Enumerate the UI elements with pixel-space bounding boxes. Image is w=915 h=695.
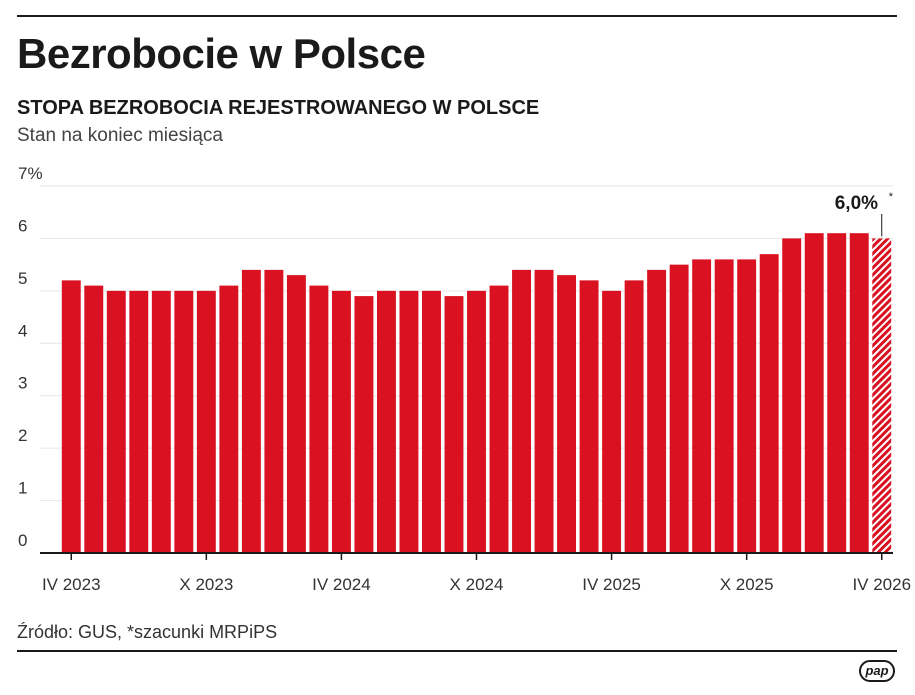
bar: [669, 264, 689, 553]
annotation-marker: *: [889, 191, 894, 203]
y-tick-label: 3: [18, 374, 27, 393]
bar: [219, 285, 239, 553]
bar: [827, 233, 847, 553]
chart-subtitle: STOPA BEZROBOCIA REJESTROWANEGO W POLSCE: [17, 97, 540, 119]
bar: [286, 275, 306, 553]
bar: [196, 290, 216, 553]
y-tick-label: 2: [18, 426, 27, 445]
bar: [714, 259, 734, 553]
bar: [467, 290, 486, 553]
bar: [849, 233, 869, 553]
x-tick-label: X 2025: [720, 575, 774, 594]
bar: [534, 269, 554, 553]
bar: [309, 285, 329, 553]
bar: [782, 238, 802, 553]
bar: [354, 296, 374, 553]
bar: [602, 290, 622, 553]
x-tick-label: IV 2025: [582, 575, 641, 594]
x-tick-label: IV 2026: [852, 575, 911, 594]
bar: [692, 259, 712, 553]
bar: [557, 275, 577, 553]
bar: [512, 269, 531, 553]
chart-note: Stan na koniec miesiąca: [17, 125, 223, 146]
y-tick-label: 4: [18, 321, 27, 340]
bar: [174, 290, 194, 553]
bar: [647, 269, 667, 553]
bar-chart: 0 1 2 3 4 5 6 7% IV 2023 X 2023 IV 2024 X 2024 IV 20…: [18, 164, 911, 594]
bar: [241, 269, 261, 553]
x-tick-label: X 2023: [179, 575, 233, 594]
bar: [84, 285, 104, 553]
bar: [759, 254, 779, 553]
bar: [489, 285, 509, 553]
pap-logo: pap: [859, 660, 895, 682]
bar: [422, 290, 441, 553]
x-tick-label: IV 2023: [42, 575, 101, 594]
x-tick-label: IV 2024: [312, 575, 371, 594]
bar: [399, 290, 419, 553]
y-tick-label: 7%: [18, 164, 43, 183]
bar: [61, 280, 81, 553]
bar: [804, 233, 824, 553]
y-tick-label: 0: [18, 531, 27, 550]
bar: [264, 269, 284, 553]
bar-estimate: [872, 238, 892, 553]
bar: [376, 290, 396, 553]
bottom-rule: [17, 650, 897, 652]
y-tick-label: 1: [18, 479, 27, 498]
y-tick-label: 5: [18, 269, 27, 288]
bar: [624, 280, 644, 553]
bar: [129, 290, 149, 553]
bar: [737, 259, 757, 553]
bar: [444, 296, 464, 553]
bar: [151, 290, 171, 553]
top-rule: [17, 15, 897, 17]
annotation-label: 6,0%: [835, 193, 878, 214]
bar: [331, 290, 351, 553]
bar: [579, 280, 599, 553]
page-title: Bezrobocie w Polsce: [17, 30, 426, 77]
source-note: Źródło: GUS, *szacunki MRPiPS: [17, 622, 278, 642]
bar: [106, 290, 126, 553]
y-tick-label: 6: [18, 216, 27, 235]
x-tick-label: X 2024: [450, 575, 504, 594]
